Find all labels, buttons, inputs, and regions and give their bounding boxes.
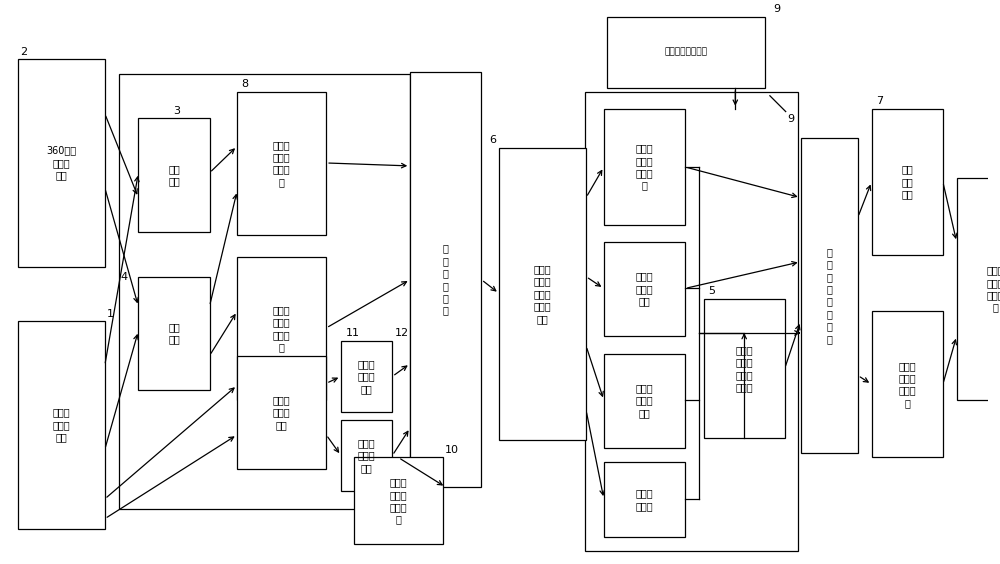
Bar bbox=[119, 74, 410, 509]
Bar bbox=[410, 72, 481, 487]
Text: 9: 9 bbox=[788, 113, 795, 124]
Text: 2: 2 bbox=[20, 47, 27, 57]
Bar bbox=[872, 311, 943, 457]
Text: 无侧限
抗压强
度损失
度: 无侧限 抗压强 度损失 度 bbox=[898, 361, 916, 408]
Bar bbox=[18, 321, 105, 528]
Text: 3: 3 bbox=[173, 105, 180, 116]
Text: 地质信
息普查
装置: 地质信 息普查 装置 bbox=[52, 407, 70, 442]
Bar bbox=[604, 462, 685, 536]
Text: 数
据
传
输
模
块: 数 据 传 输 模 块 bbox=[443, 244, 449, 316]
Text: 随钻伽
马射线
录井装
置: 随钻伽 马射线 录井装 置 bbox=[273, 305, 290, 352]
Text: 7: 7 bbox=[876, 96, 883, 105]
Text: 小孔数
字液压
钻机: 小孔数 字液压 钻机 bbox=[358, 359, 375, 394]
Text: 5: 5 bbox=[709, 287, 716, 297]
Text: 4: 4 bbox=[121, 271, 128, 281]
Text: 数字液
压钻进
装置: 数字液 压钻进 装置 bbox=[273, 395, 290, 430]
Bar bbox=[872, 109, 943, 255]
Bar bbox=[341, 341, 392, 412]
Text: 钻孔轨
迹二维
三维图
像: 钻孔轨 迹二维 三维图 像 bbox=[636, 143, 653, 191]
Text: 6: 6 bbox=[489, 135, 496, 145]
Text: 邻井标
准地质
钻孔芯
样数据: 邻井标 准地质 钻孔芯 样数据 bbox=[735, 345, 753, 392]
Text: 随钻钻
孔轨迹
调控装
置: 随钻钻 孔轨迹 调控装 置 bbox=[389, 477, 407, 525]
Text: 粘损
聚失
力度: 粘损 聚失 力度 bbox=[901, 164, 913, 199]
Bar bbox=[604, 109, 685, 225]
Bar bbox=[604, 242, 685, 336]
Bar bbox=[341, 420, 392, 491]
Text: 随钻核
磁共振
录井装
置: 随钻核 磁共振 录井装 置 bbox=[273, 140, 290, 187]
Bar bbox=[607, 17, 765, 88]
Text: 1: 1 bbox=[107, 309, 114, 319]
Text: 地层自
然伽马
能谱: 地层自 然伽马 能谱 bbox=[636, 384, 653, 418]
Text: 8: 8 bbox=[241, 79, 248, 89]
Text: 地层硬
度能谱: 地层硬 度能谱 bbox=[636, 488, 653, 510]
Text: 地层核
磁共振
能谱: 地层核 磁共振 能谱 bbox=[636, 272, 653, 306]
Bar bbox=[957, 178, 1000, 400]
Bar bbox=[585, 92, 798, 552]
Text: 360度随
钻测量
装置: 360度随 钻测量 装置 bbox=[46, 146, 76, 180]
Text: 12: 12 bbox=[395, 328, 409, 338]
Bar bbox=[704, 299, 785, 438]
Text: 11: 11 bbox=[346, 328, 360, 338]
Bar bbox=[138, 118, 210, 232]
Text: 钻进助
力供应
装置: 钻进助 力供应 装置 bbox=[358, 438, 375, 473]
Bar bbox=[237, 356, 326, 469]
Bar bbox=[138, 276, 210, 390]
Bar bbox=[18, 59, 105, 267]
Text: 三
维
数
字
地
层
模
型: 三 维 数 字 地 层 模 型 bbox=[826, 247, 832, 344]
Bar bbox=[237, 257, 326, 400]
Text: 地下
装置: 地下 装置 bbox=[168, 322, 180, 345]
Text: 随钻全孔成像装置: 随钻全孔成像装置 bbox=[664, 48, 707, 57]
Text: 地面
装置: 地面 装置 bbox=[168, 164, 180, 187]
Bar bbox=[354, 457, 443, 544]
Bar bbox=[237, 92, 326, 235]
Bar bbox=[604, 354, 685, 448]
Text: 10: 10 bbox=[445, 444, 459, 455]
Text: 9: 9 bbox=[773, 4, 780, 14]
Bar bbox=[801, 138, 858, 452]
Bar bbox=[499, 148, 586, 440]
Text: 超前物
力灾害
预报预
测: 超前物 力灾害 预报预 测 bbox=[986, 266, 1000, 312]
Text: 多源信
息接收
统计解
译存储
装置: 多源信 息接收 统计解 译存储 装置 bbox=[534, 264, 551, 324]
